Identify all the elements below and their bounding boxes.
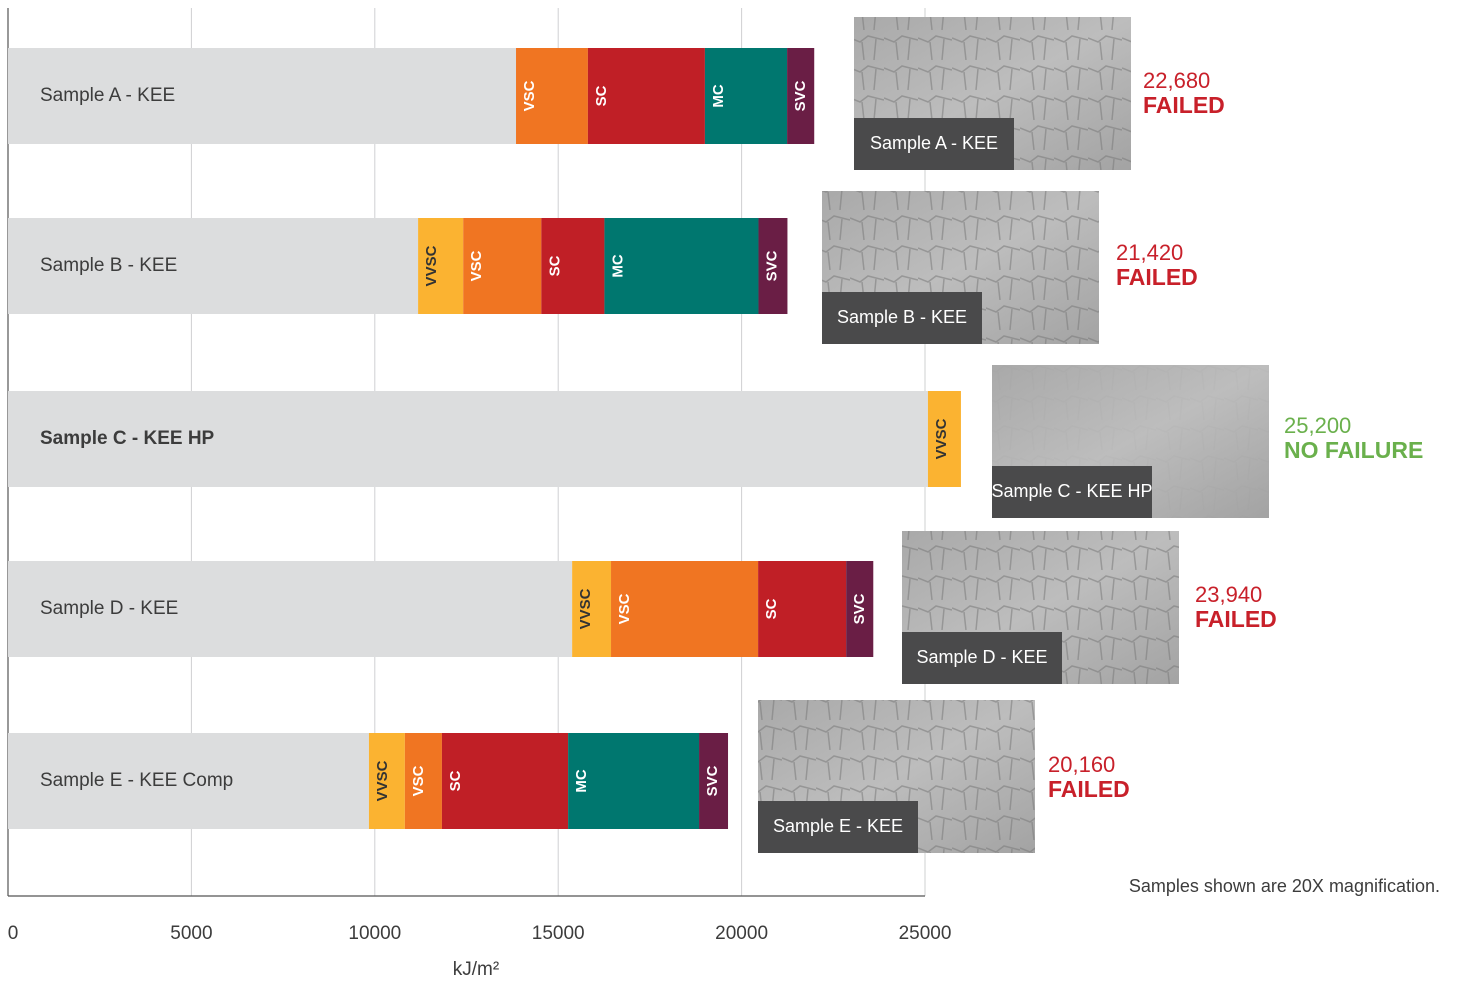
bar-name: Sample B - KEE — [40, 255, 177, 276]
score: 20,160 — [1048, 752, 1115, 777]
bar-segment — [758, 561, 847, 657]
bar-name: Sample C - KEE HP — [40, 428, 215, 449]
segment-label: VSC — [616, 593, 633, 624]
score: 23,940 — [1195, 582, 1262, 607]
score: 21,420 — [1116, 240, 1183, 265]
photo-caption: Sample D - KEE — [916, 647, 1047, 667]
bar-segment — [8, 561, 573, 657]
segment-label: SVC — [792, 80, 809, 111]
bar-segment — [604, 218, 759, 314]
bar-name: Sample A - KEE — [40, 85, 175, 106]
segment-label: VSC — [521, 80, 538, 111]
photo-caption: Sample A - KEE — [870, 133, 998, 153]
segment-label: SC — [546, 255, 563, 276]
bar-segment — [704, 48, 788, 144]
bar-segment — [699, 733, 729, 829]
x-tick-label: 20000 — [715, 923, 768, 944]
result: FAILED — [1116, 264, 1198, 290]
result: NO FAILURE — [1284, 437, 1423, 463]
caption-box — [758, 801, 918, 853]
bar-segment — [787, 48, 815, 144]
score: 25,200 — [1284, 413, 1351, 438]
bar-segment — [541, 218, 605, 314]
photo-caption: Sample C - KEE HP — [991, 481, 1152, 501]
bar-segment — [758, 218, 788, 314]
bar-segment — [418, 218, 464, 314]
segment-label: VSC — [410, 765, 427, 796]
note: Samples shown are 20X magnification. — [1129, 876, 1440, 896]
x-tick-label: 0 — [8, 923, 19, 944]
bar-name: Sample E - KEE Comp — [40, 770, 233, 791]
bar-segment — [516, 48, 588, 144]
segment-label: VVSC — [374, 760, 391, 801]
bar-segment — [8, 733, 369, 829]
segment-label: MC — [710, 84, 727, 107]
score: 22,680 — [1143, 68, 1210, 93]
segment-label: SC — [593, 85, 610, 106]
bar-segment — [8, 391, 928, 487]
x-tick-label: 15000 — [532, 923, 585, 944]
caption-box — [902, 632, 1062, 684]
bar-segment — [8, 48, 517, 144]
segment-label: SVC — [763, 250, 780, 281]
segment-label: VVSC — [423, 245, 440, 286]
bar-segment — [568, 733, 700, 829]
caption-box — [854, 118, 1014, 170]
bar-segment — [846, 561, 874, 657]
segment-label: VVSC — [577, 588, 594, 629]
photo-caption: Sample E - KEE — [773, 816, 903, 836]
bar-segment — [368, 733, 405, 829]
x-tick-label: 5000 — [170, 923, 212, 944]
bar-segment — [463, 218, 542, 314]
x-tick-label: 25000 — [899, 923, 952, 944]
segment-label: VSC — [468, 250, 485, 281]
bar-segment — [8, 218, 419, 314]
bar-name: Sample D - KEE — [40, 598, 178, 619]
caption-box — [822, 292, 982, 344]
photo-caption: Sample B - KEE — [837, 307, 967, 327]
segment-label: MC — [573, 769, 590, 792]
segment-label: SVC — [704, 765, 721, 796]
segment-label: SC — [763, 598, 780, 619]
result: FAILED — [1143, 92, 1225, 118]
segment-label: SVC — [851, 593, 868, 624]
bar-segment — [611, 561, 759, 657]
segment-label: VVSC — [933, 418, 950, 459]
segment-label: SC — [447, 770, 464, 791]
bar-segment — [404, 733, 442, 829]
bars: VSC SC MC SVC Sample A - KEE VVSC VSC SC MC SVC Sa… — [8, 48, 961, 829]
x-tick-label: 10000 — [348, 923, 401, 944]
result: FAILED — [1195, 606, 1277, 632]
caption-box — [992, 466, 1152, 518]
result: FAILED — [1048, 776, 1130, 802]
x-axis-label: kJ/m² — [453, 959, 499, 980]
bar-segment — [572, 561, 612, 657]
bar-segment — [441, 733, 569, 829]
bar-segment — [587, 48, 705, 144]
bar-segment — [927, 391, 961, 487]
segment-label: MC — [609, 254, 626, 277]
